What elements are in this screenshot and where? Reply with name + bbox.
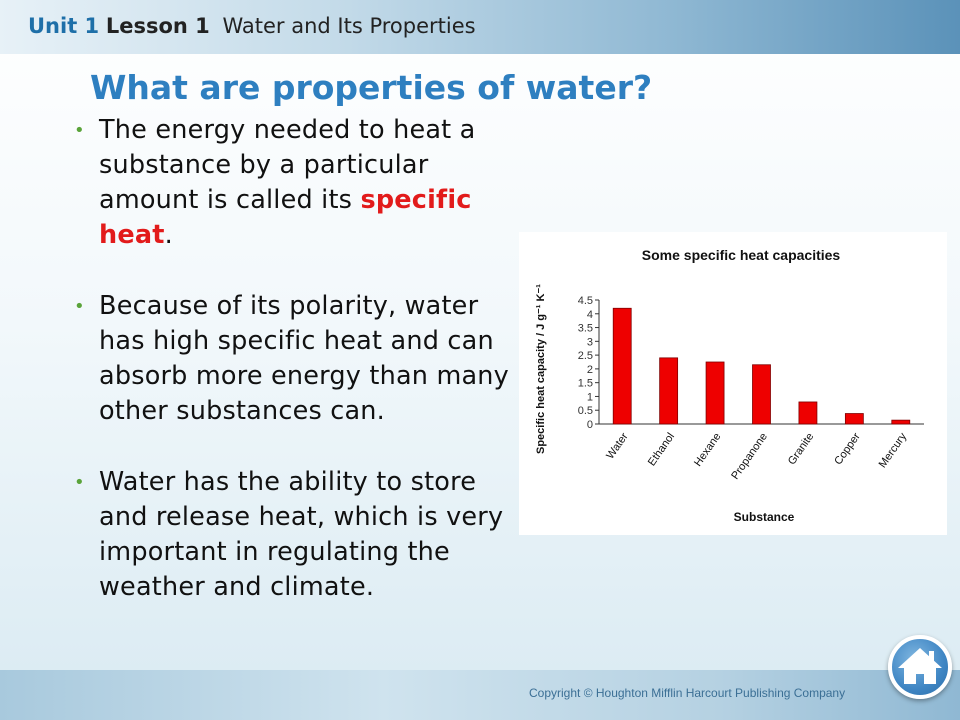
chart-y-tick-label: 0.5: [578, 405, 593, 417]
unit-label: Unit 1: [28, 14, 100, 38]
chart-bar-mercury: [891, 419, 911, 425]
chart-bar-water: [612, 307, 632, 425]
chart-bar-granite: [798, 401, 818, 425]
bullet-item: • Because of its polarity, water has hig…: [72, 289, 517, 429]
chart-panel: Some specific heat capacities Specific h…: [519, 232, 947, 535]
footer-bar: [0, 670, 960, 720]
chart-bar-propanone: [752, 364, 771, 425]
chart-y-tick-label: 0: [587, 419, 593, 431]
lesson-label: Lesson 1: [105, 14, 210, 38]
chart-y-tick-label: 2: [587, 364, 593, 376]
chart-x-tick-label: Water: [604, 431, 631, 462]
chart-x-ticks: Water Ethanol Hexane Propanone Granite Copper…: [604, 430, 909, 481]
bullet-text-end: .: [164, 220, 173, 250]
chart-bar-ethanol: [659, 357, 679, 425]
chart-x-tick-label: Mercury: [877, 430, 910, 470]
bullet-item: • The energy needed to heat a substance …: [72, 113, 517, 253]
home-icon: [898, 648, 942, 684]
chart-x-tick-label: Copper: [832, 431, 863, 468]
chart-y-tick-label: 3.5: [578, 323, 593, 335]
chart-bar-copper: [844, 413, 864, 425]
chart-bars: [612, 307, 911, 425]
chart-y-ticks: 0 0.5 11.5 2 2.5 33.5 4 4.5: [578, 295, 599, 431]
chart-y-tick-label: 1: [587, 391, 593, 403]
copyright-text: Copyright © Houghton Mifflin Harcourt Pu…: [529, 686, 846, 700]
chart-x-tick-label: Ethanol: [646, 431, 677, 468]
chart-x-tick-label: Hexane: [692, 431, 724, 469]
lesson-title: Water and Its Properties: [222, 14, 476, 38]
chart-y-tick-label: 3: [587, 336, 593, 348]
bullet-highlight: specific heat: [99, 185, 472, 250]
chart-title: Some specific heat capacities: [642, 247, 841, 263]
chart-x-tick-label: Granite: [786, 431, 817, 467]
chart-y-tick-label: 4: [587, 309, 593, 321]
chart-y-tick-label: 4.5: [578, 295, 593, 307]
bullet-dot-icon: •: [74, 472, 85, 493]
chart-y-tick-label: 2.5: [578, 350, 593, 362]
chart-y-axis-label: Specific heat capacity / J g⁻¹ K⁻¹: [535, 284, 547, 454]
header-text: Unit 1 Lesson 1 Water and Its Properties: [28, 14, 476, 38]
specific-heat-chart: Some specific heat capacities Specific h…: [535, 247, 924, 524]
bullet-text: Water has the ability to store and relea…: [99, 467, 504, 602]
home-button[interactable]: [888, 635, 952, 699]
slide-title: What are properties of water?: [90, 68, 653, 107]
chart-x-axis-label: Substance: [734, 510, 795, 524]
chart-y-tick-label: 1.5: [578, 378, 593, 390]
chart-x-tick-label: Propanone: [729, 431, 770, 482]
bullet-text: The energy needed to heat a substance by…: [99, 115, 476, 215]
bullet-item: • Water has the ability to store and rel…: [72, 465, 517, 605]
header-bar: Unit 1 Lesson 1 Water and Its Properties: [0, 0, 960, 54]
bullet-text: Because of its polarity, water has high …: [99, 291, 509, 426]
bullet-dot-icon: •: [74, 296, 85, 317]
chart-bar-hexane: [705, 361, 725, 425]
bullet-dot-icon: •: [74, 120, 85, 141]
bullet-list: • The energy needed to heat a substance …: [72, 113, 517, 605]
